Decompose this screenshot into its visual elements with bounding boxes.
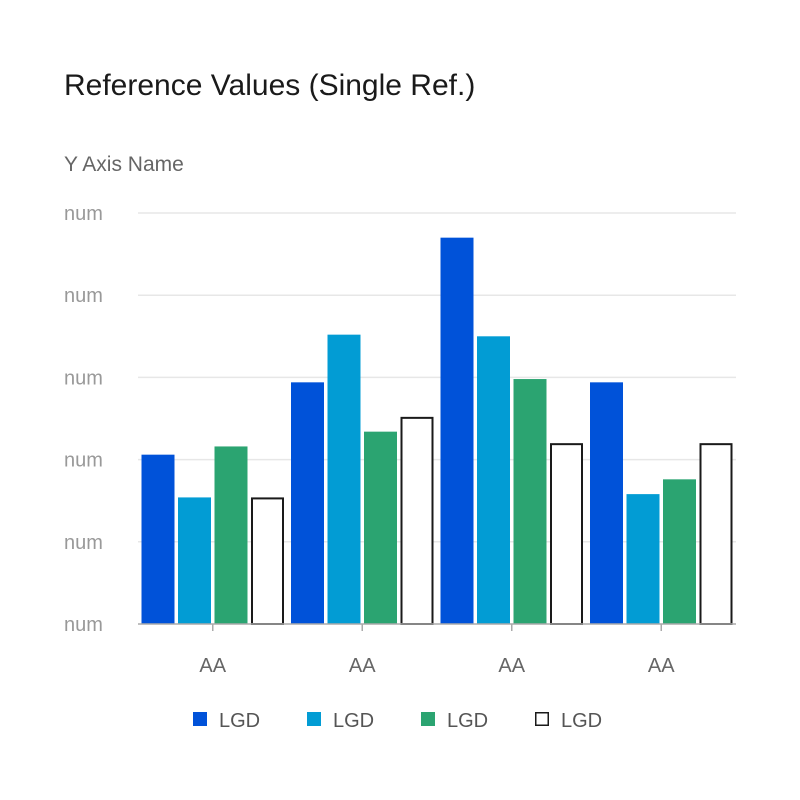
legend-label: LGD [333,710,374,732]
bar [364,431,397,624]
bar [477,336,510,624]
bar [251,497,284,625]
legend-label: LGD [447,710,488,732]
bar [550,443,583,625]
legend-label: LGD [219,710,260,732]
legend-swatch [307,712,321,726]
bar [626,494,660,624]
legend-swatch [421,712,435,726]
bar [590,382,623,624]
category-labels: AA AA AA AA [199,655,675,677]
bars [141,237,733,625]
legend: LGD LGD LGD LGD [193,710,602,732]
bar [663,479,696,624]
y-tick-label: num [64,450,103,472]
category-label: AA [498,655,525,677]
legend-label: LGD [561,710,602,732]
legend-swatch [535,712,549,726]
bar [513,379,547,624]
category-label: AA [199,655,226,677]
bar [327,334,361,624]
bar [214,446,248,624]
chart-title: Reference Values (Single Ref.) [64,69,475,102]
y-axis-name: Y Axis Name [64,153,184,176]
category-label: AA [349,655,376,677]
legend-swatch [193,712,207,726]
bar [440,237,474,624]
bar [400,416,434,625]
y-tick-label: num [64,203,103,225]
y-tick-label: num [64,367,103,389]
bar [699,443,733,625]
x-axis [138,623,736,631]
y-tick-label: num [64,614,103,636]
bar [291,382,324,624]
y-tick-label: num [64,285,103,307]
y-tick-labels: num num num num num num [64,203,103,636]
y-tick-label: num [64,532,103,554]
category-label: AA [648,655,675,677]
bar [178,497,211,624]
bar [141,454,175,624]
